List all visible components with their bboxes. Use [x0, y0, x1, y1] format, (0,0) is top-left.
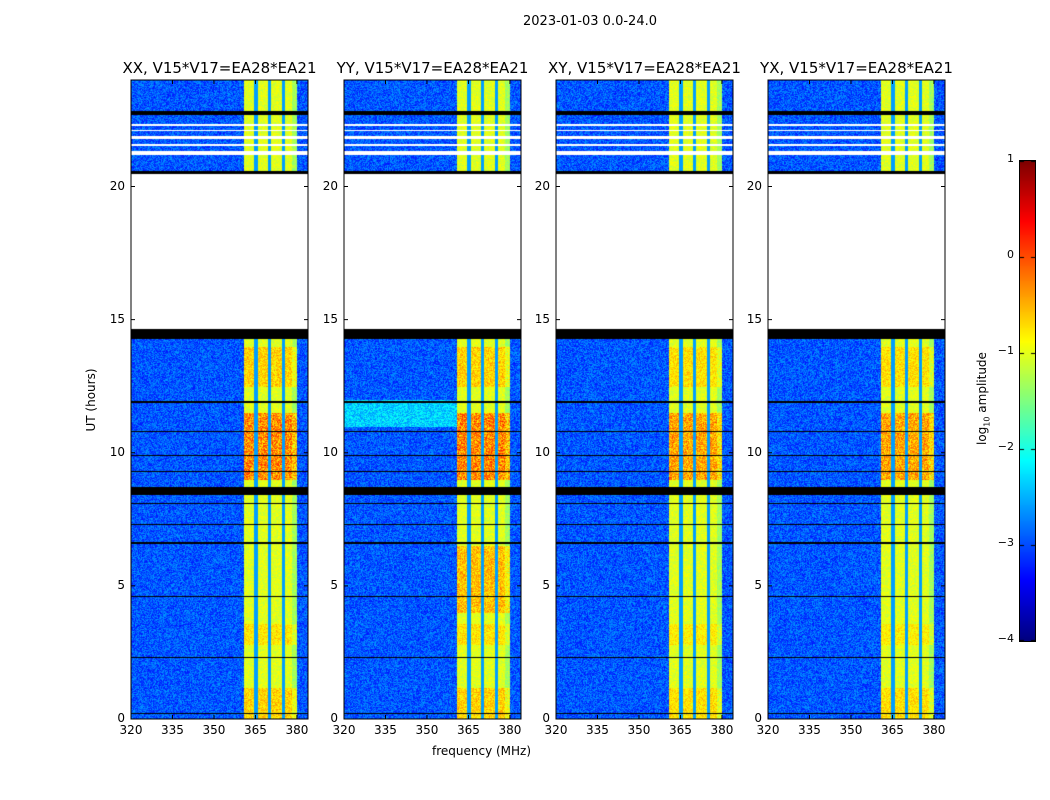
y-tick-label: 10: [534, 444, 550, 459]
colorbar-tick-label: −4: [997, 632, 1014, 645]
y-tick-label: 5: [330, 577, 338, 592]
x-tick-label: 350: [627, 723, 651, 737]
y-axis-label: UT (hours): [84, 368, 98, 432]
x-tick-label: 350: [202, 723, 226, 737]
panel-title: XX, V15*V17=EA28*EA21: [122, 59, 317, 77]
y-tick-label: 15: [746, 311, 762, 326]
colorbar-tick-label: −3: [997, 536, 1014, 549]
spectrogram-heatmap-1: [344, 80, 521, 719]
y-tick-label: 5: [754, 577, 762, 592]
panel-axes-2: [555, 79, 734, 720]
panel-title: XY, V15*V17=EA28*EA21: [548, 59, 741, 77]
x-tick-label: 335: [374, 723, 397, 737]
x-tick-label: 380: [498, 723, 522, 737]
spectrogram-heatmap-3: [768, 80, 945, 719]
y-tick-label: 0: [330, 711, 338, 725]
colorbar-tick-label: −2: [997, 440, 1014, 453]
x-tick-label: 350: [839, 723, 863, 737]
y-tick-label: 15: [109, 311, 125, 326]
panel-title: YX, V15*V17=EA28*EA21: [760, 59, 953, 77]
y-tick-label: 0: [754, 711, 762, 725]
y-tick-label: 10: [109, 444, 125, 459]
x-tick-label: 335: [161, 723, 184, 737]
figure-title: 2023-01-03 0.0-24.0: [523, 14, 657, 29]
panel-axes-0: [130, 79, 309, 720]
x-tick-label: 365: [244, 723, 267, 737]
x-tick-label: 335: [586, 723, 609, 737]
x-tick-label: 320: [544, 723, 568, 737]
x-tick-label: 365: [669, 723, 692, 737]
y-tick-label: 15: [322, 311, 338, 326]
x-tick-label: 380: [710, 723, 734, 737]
y-tick-label: 5: [117, 577, 125, 592]
panel-axes-1: [343, 79, 522, 720]
x-axis-label: frequency (MHz): [432, 744, 532, 758]
y-tick-label: 20: [746, 178, 762, 193]
y-tick-label: 10: [322, 444, 338, 459]
y-tick-label: 15: [534, 311, 550, 326]
y-tick-label: 0: [542, 711, 550, 725]
y-tick-label: 20: [109, 178, 125, 193]
colorbar: [1019, 160, 1036, 642]
colorbar-tick-label: 1: [1007, 152, 1014, 165]
y-tick-label: 20: [322, 178, 338, 193]
x-tick-label: 320: [119, 723, 143, 737]
colorbar-tick-label: 0: [1007, 248, 1014, 261]
x-tick-label: 350: [415, 723, 439, 737]
colorbar-label: log10 amplitude: [975, 352, 992, 445]
y-tick-label: 5: [542, 577, 550, 592]
x-tick-label: 320: [756, 723, 780, 737]
x-tick-label: 335: [798, 723, 821, 737]
x-tick-label: 365: [881, 723, 904, 737]
x-tick-label: 380: [285, 723, 309, 737]
y-tick-label: 10: [746, 444, 762, 459]
x-tick-label: 365: [457, 723, 480, 737]
panel-title: YY, V15*V17=EA28*EA21: [336, 59, 529, 77]
x-tick-label: 380: [922, 723, 946, 737]
y-tick-label: 20: [534, 178, 550, 193]
x-tick-label: 320: [332, 723, 356, 737]
colorbar-tick-label: −1: [997, 344, 1014, 357]
spectrogram-heatmap-2: [556, 80, 733, 719]
y-tick-label: 0: [117, 711, 125, 725]
panel-axes-3: [767, 79, 946, 720]
spectrogram-heatmap-0: [131, 80, 308, 719]
